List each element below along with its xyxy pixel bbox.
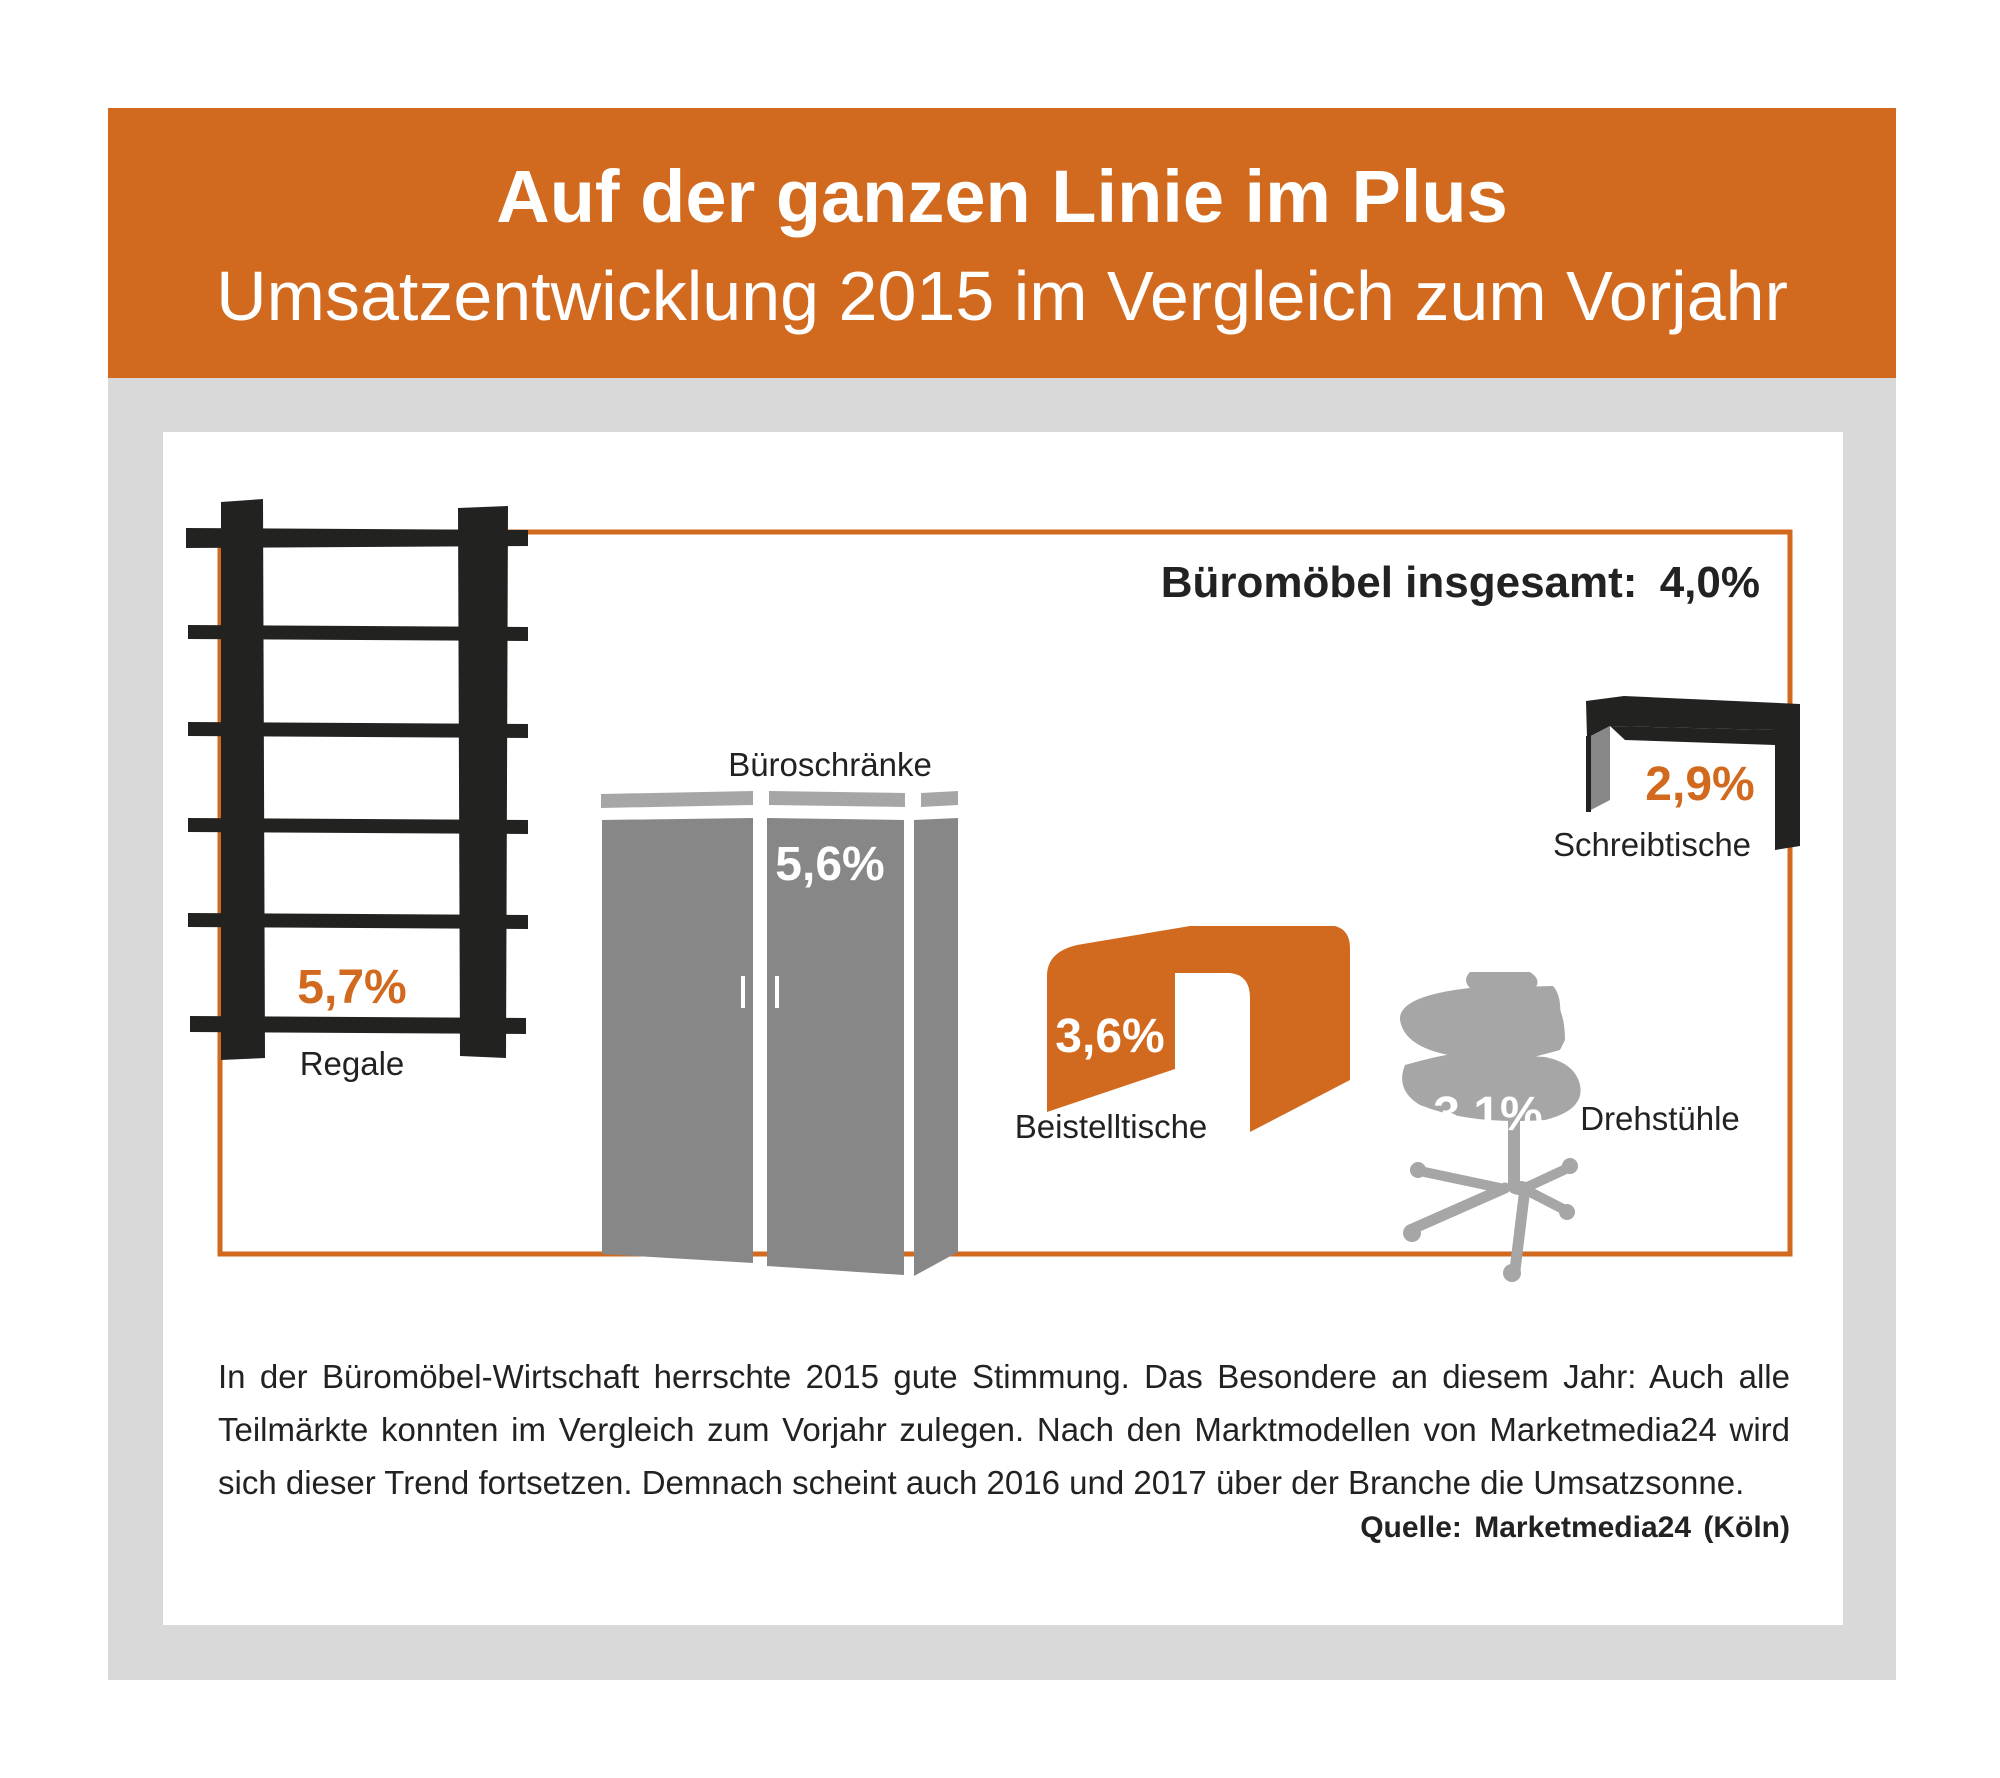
total-label: Büromöbel insgesamt: 4,0% — [1161, 558, 1760, 607]
description-text: In der Büromöbel-Wirtschaft herrschte 20… — [218, 1358, 1790, 1501]
value-label-beistelltische: 3,6% — [1055, 1010, 1164, 1063]
category-label-bueroschraenke: Büroschränke — [728, 746, 932, 783]
category-label-schreibtische: Schreibtische — [1553, 826, 1751, 863]
page-subtitle: Umsatzentwicklung 2015 im Vergleich zum … — [216, 257, 1788, 335]
value-label-bueroschraenke: 5,6% — [775, 838, 884, 891]
header-banner: Auf der ganzen Linie im Plus Umsatzentwi… — [108, 108, 1896, 378]
desk-icon — [1586, 696, 1800, 850]
category-label-regale: Regale — [300, 1045, 405, 1082]
total-label-text: Büromöbel insgesamt: — [1161, 558, 1638, 607]
category-label-drehstuehle: Drehstühle — [1580, 1100, 1740, 1137]
value-label-regale: 5,7% — [297, 961, 406, 1014]
value-label-schreibtische: 2,9% — [1645, 758, 1754, 811]
side-table-icon — [1047, 926, 1350, 1132]
source-note: Quelle: Marketmedia24 (Köln) — [1360, 1511, 1790, 1544]
shelf-icon — [186, 499, 528, 1060]
total-box — [217, 529, 1793, 1257]
total-value: 4,0% — [1660, 558, 1760, 607]
value-label-drehstuehle: 3,1% — [1433, 1088, 1542, 1141]
page-title: Auf der ganzen Linie im Plus — [496, 155, 1508, 238]
swivel-chair-icon — [1399, 972, 1581, 1282]
cabinet-icon — [601, 791, 958, 1276]
category-label-beistelltische: Beistelltische — [1015, 1108, 1208, 1145]
